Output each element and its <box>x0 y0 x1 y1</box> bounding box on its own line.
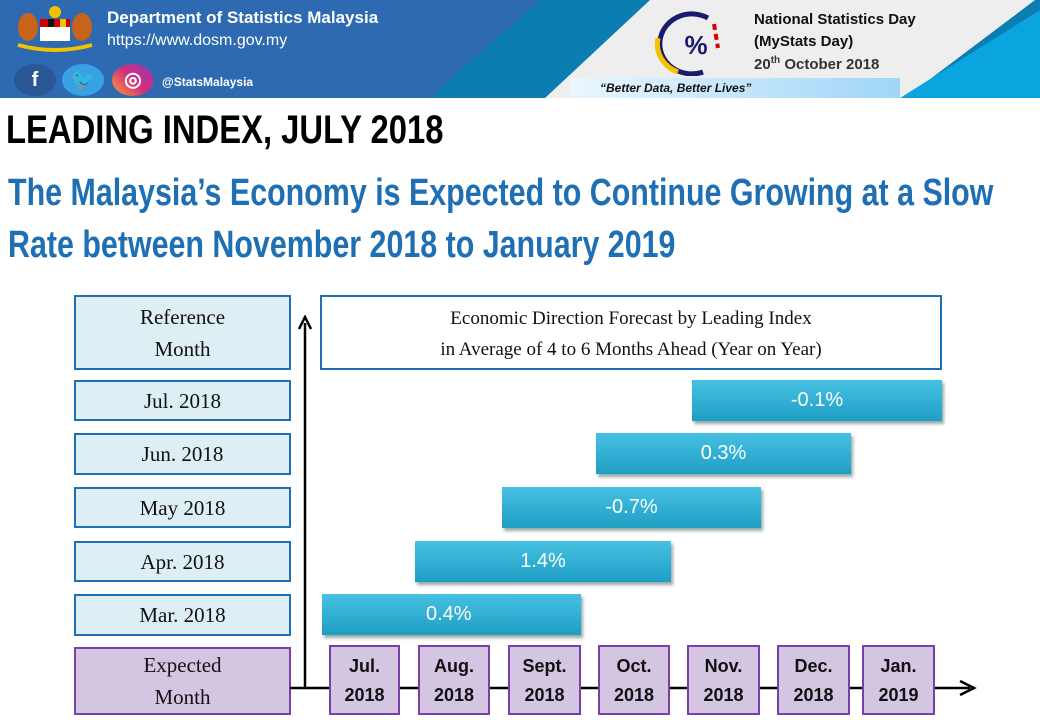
forecast-bar-jun: 0.3% <box>596 433 851 474</box>
expected-month-header: Expected Month <box>74 647 291 715</box>
date-day: 20 <box>754 56 771 73</box>
mystats-logo: % <box>654 11 720 76</box>
svg-text:%: % <box>684 30 707 60</box>
label-text: Reference <box>139 304 226 329</box>
social-handle: @StatsMalaysia <box>162 75 254 89</box>
label-text: Nov. <box>704 656 743 676</box>
label-text: 2018 <box>793 685 834 705</box>
label-text: 2018 <box>703 685 744 705</box>
instagram-icon[interactable]: ◎ <box>112 64 154 96</box>
forecast-bar-may: -0.7% <box>502 487 761 528</box>
label-text: Jul. <box>348 656 380 676</box>
slogan: “Better Data, Better Lives” <box>600 81 752 95</box>
label-text: 2018 <box>613 685 655 705</box>
expected-month-jul: Jul. 2018 <box>329 645 400 715</box>
expected-month-jan: Jan. 2019 <box>862 645 935 715</box>
event-date: 20th October 2018 <box>754 55 879 73</box>
header-banner: Department of Statistics Malaysia https:… <box>0 0 1040 98</box>
org-url[interactable]: https://www.dosm.gov.my <box>107 32 288 49</box>
label-text: Month <box>154 685 211 709</box>
label-text: Expected <box>143 653 222 677</box>
ref-month-may: May 2018 <box>74 487 291 528</box>
label-text: 2018 <box>344 685 385 705</box>
ref-month-apr: Apr. 2018 <box>74 541 291 582</box>
event-subtitle: (MyStats Day) <box>754 33 854 50</box>
date-sup: th <box>770 55 781 66</box>
label-text: 2018 <box>524 685 565 705</box>
forecast-title-box: Economic Direction Forecast by Leading I… <box>320 295 942 370</box>
expected-month-oct: Oct. 2018 <box>598 645 670 715</box>
forecast-bar-apr: 1.4% <box>415 541 671 582</box>
date-rest: October 2018 <box>784 56 880 73</box>
ref-month-mar: Mar. 2018 <box>74 594 291 636</box>
subtitle-line-2: Rate between November 2018 to January 20… <box>8 224 676 266</box>
label-text: 2018 <box>433 685 475 705</box>
label-text: Month <box>154 336 211 361</box>
label-text: Economic Direction Forecast by Leading I… <box>450 308 812 329</box>
expected-month-sep: Sept. 2018 <box>508 645 581 715</box>
org-name: Department of Statistics Malaysia <box>107 8 379 27</box>
expected-month-aug: Aug. 2018 <box>418 645 490 715</box>
label-text: Dec. <box>794 656 833 676</box>
expected-month-nov: Nov. 2018 <box>687 645 760 715</box>
forecast-bar-jul: -0.1% <box>692 380 942 421</box>
label-text: Aug. <box>434 656 474 676</box>
label-text: 2019 <box>878 685 919 705</box>
subtitle-line-1: The Malaysia’s Economy is Expected to Co… <box>8 172 994 214</box>
expected-month-dec: Dec. 2018 <box>777 645 850 715</box>
facebook-icon[interactable]: f <box>14 64 56 96</box>
label-text: Sept. <box>522 656 567 676</box>
ref-month-jun: Jun. 2018 <box>74 433 291 475</box>
page-title: LEADING INDEX, JULY 2018 <box>6 108 444 152</box>
label-text: Oct. <box>616 656 652 676</box>
twitter-icon[interactable]: 🐦 <box>62 64 104 96</box>
label-text: in Average of 4 to 6 Months Ahead (Year … <box>440 339 822 360</box>
ref-month-jul: Jul. 2018 <box>74 380 291 421</box>
event-title: National Statistics Day <box>754 11 916 28</box>
reference-month-header: Reference Month <box>74 295 291 370</box>
label-text: Jan. <box>880 656 917 676</box>
malaysia-crest-logo <box>17 6 93 52</box>
forecast-bar-mar: 0.4% <box>322 594 581 635</box>
